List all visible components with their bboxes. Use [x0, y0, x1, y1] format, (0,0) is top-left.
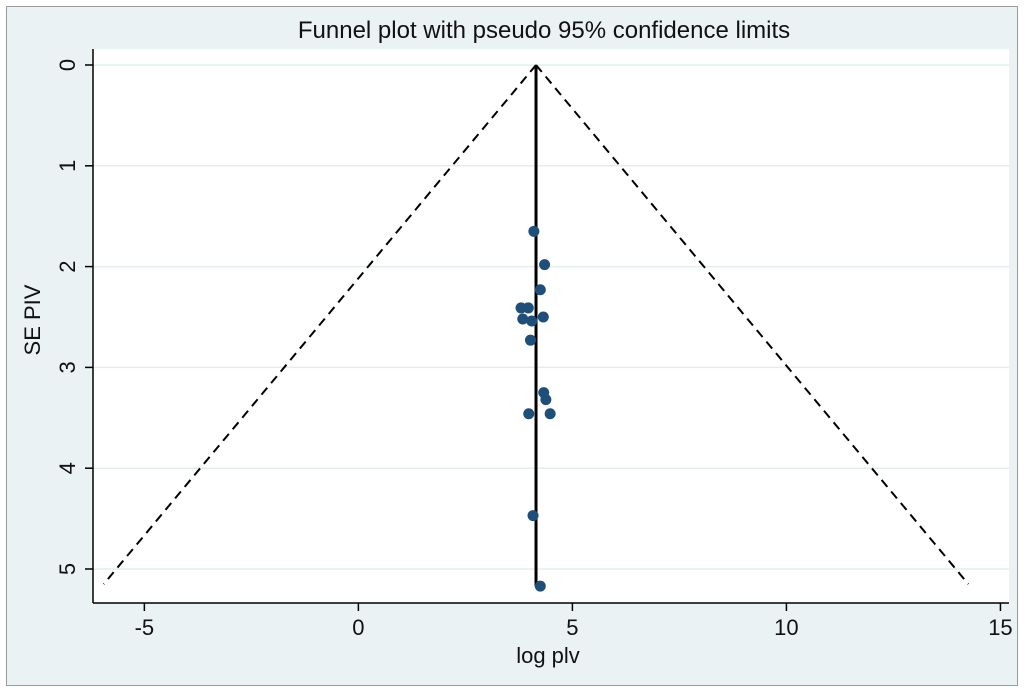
data-point [523, 408, 535, 420]
data-point [539, 259, 551, 271]
data-point [540, 394, 552, 406]
plot-area [93, 49, 1009, 603]
chart-frame: Funnel plot with pseudo 95% confidence l… [6, 6, 1018, 686]
funnel-plot: Funnel plot with pseudo 95% confidence l… [20, 17, 1013, 668]
chart-title: Funnel plot with pseudo 95% confidence l… [298, 17, 790, 44]
grid-lines [93, 64, 1009, 570]
x-axis-title: log plv [516, 643, 580, 668]
axes: 0 1 2 3 4 5 -5 0 5 10 15 [55, 49, 1013, 640]
data-point [524, 334, 536, 346]
x-tick-label: 0 [352, 615, 364, 640]
y-tick-label: 0 [55, 59, 80, 71]
confidence-limits [102, 64, 970, 587]
lower-confidence-limit [102, 64, 537, 585]
x-tick-label: -5 [135, 615, 155, 640]
data-point [527, 510, 539, 522]
x-tick-label: 10 [774, 615, 798, 640]
upper-confidence-limit [535, 64, 970, 585]
data-points [515, 225, 556, 592]
data-point [537, 311, 549, 323]
y-axis-title: SE PIV [20, 284, 45, 355]
data-point [534, 284, 546, 296]
data-point [534, 580, 546, 592]
y-tick-label: 4 [55, 462, 80, 474]
data-point [517, 313, 529, 325]
x-tick-label: 5 [566, 615, 578, 640]
x-tick-label: 15 [988, 615, 1012, 640]
y-tick-label: 1 [55, 160, 80, 172]
data-point [544, 408, 556, 420]
data-point [528, 225, 540, 237]
y-tick-label: 2 [55, 260, 80, 272]
data-point [526, 315, 538, 327]
y-tick-label: 3 [55, 361, 80, 373]
data-point [522, 302, 534, 314]
y-tick-label: 5 [55, 563, 80, 575]
